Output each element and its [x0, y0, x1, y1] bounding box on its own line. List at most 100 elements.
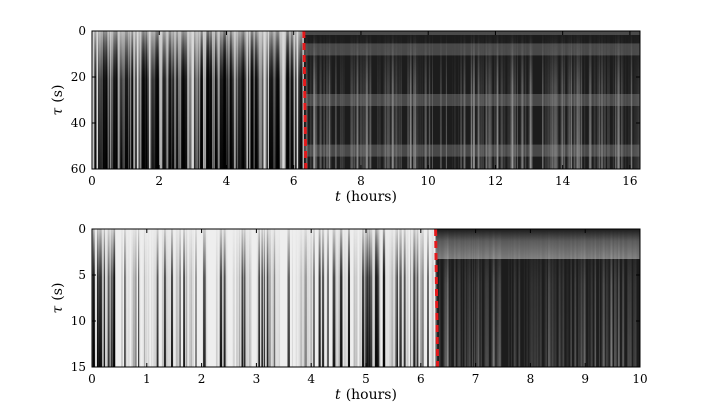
heatmap-streak: [420, 229, 422, 367]
heatmap-streak: [177, 229, 181, 367]
heatmap-streak: [145, 31, 147, 169]
heatmap-light-streak: [499, 229, 502, 367]
heatmap-light-streak: [624, 31, 627, 169]
heatmap-light-streak: [319, 31, 321, 169]
heatmap-streak: [365, 229, 368, 367]
y-tick-label: 5: [78, 268, 86, 282]
heatmap-light-streak: [581, 229, 584, 367]
heatmap-streak: [160, 31, 162, 169]
heatmap-light-streak: [566, 229, 569, 367]
heatmap-streak: [223, 229, 226, 367]
heatmap-light-streak: [638, 31, 640, 169]
heatmap-light-streak: [340, 31, 342, 169]
heatmap-streak: [192, 229, 194, 367]
x-tick-label: 16: [622, 174, 637, 188]
heatmap-light-streak: [550, 31, 553, 169]
heatmap-light-streak: [493, 229, 496, 367]
heatmap-light-streak: [544, 229, 546, 367]
y-axis-variable: τ: [50, 107, 66, 115]
heatmap-streak: [389, 229, 391, 367]
heatmap-light-streak: [330, 31, 332, 169]
heatmap-light-streak: [482, 31, 484, 169]
heatmap-streak: [171, 31, 175, 169]
heatmap-light-streak: [462, 229, 463, 367]
heatmap-light-streak: [630, 31, 632, 169]
heatmap-streak: [320, 229, 323, 367]
heatmap-streak: [102, 229, 104, 367]
heatmap-light-streak: [528, 229, 530, 367]
heatmap-streak: [205, 31, 209, 169]
heatmap-streak: [229, 31, 232, 169]
heatmap-light-band: [303, 94, 640, 106]
x-axis-unit: (hours): [346, 387, 397, 403]
heatmap-streak: [295, 229, 298, 367]
heatmap-streak: [300, 229, 303, 367]
heatmap-light-streak: [529, 31, 531, 169]
heatmap-streak: [179, 229, 181, 367]
heatmap-light-streak: [425, 31, 427, 169]
heatmap-light-streak: [623, 229, 625, 367]
heatmap-streak: [98, 31, 101, 169]
heatmap-streak: [234, 31, 236, 169]
heatmap-light-streak: [454, 31, 456, 169]
heatmap-light-streak: [584, 229, 587, 367]
heatmap-streak: [138, 229, 141, 367]
heatmap-light-streak: [449, 229, 452, 367]
heatmap-streak: [124, 31, 127, 169]
heatmap-light-streak: [526, 229, 528, 367]
heatmap-streak: [353, 229, 355, 367]
heatmap-streak: [345, 229, 348, 367]
heatmap-streak: [130, 31, 132, 169]
heatmap-light-streak: [477, 31, 479, 169]
heatmap-light-streak: [473, 229, 476, 367]
heatmap-streak: [242, 31, 246, 169]
heatmap-streak: [126, 31, 129, 169]
heatmap-streak: [202, 229, 205, 367]
heatmap-light-streak: [417, 31, 419, 169]
heatmap-streak: [203, 31, 205, 169]
heatmap-light-streak: [551, 31, 553, 169]
heatmap-light-streak: [357, 31, 359, 169]
heatmap-streak: [241, 229, 244, 367]
heatmap-light-streak: [532, 229, 534, 367]
heatmap-streak: [144, 229, 146, 367]
heatmap-light-streak: [465, 229, 467, 367]
heatmap-streak: [359, 229, 362, 367]
heatmap-streak: [266, 31, 268, 169]
heatmap-light-streak: [472, 31, 475, 169]
heatmap-streak: [105, 229, 107, 367]
heatmap-streak: [184, 31, 188, 169]
heatmap-streak: [385, 229, 388, 367]
heatmap-streak: [431, 229, 434, 367]
heatmap-streak: [112, 31, 116, 169]
heatmap-light-streak: [488, 31, 491, 169]
heatmap-light-streak: [508, 229, 510, 367]
heatmap-streak: [377, 229, 380, 367]
heatmap-light-streak: [578, 229, 580, 367]
heatmap-streak: [135, 31, 137, 169]
heatmap-streak: [308, 229, 312, 367]
heatmap-light-streak: [489, 31, 491, 169]
heatmap-streak: [405, 229, 408, 367]
heatmap-streak: [219, 229, 223, 367]
heatmap-light-streak: [575, 31, 578, 169]
x-tick-label: 4: [223, 174, 231, 188]
y-axis-unit: (s): [50, 85, 66, 103]
heatmap-light-streak: [468, 229, 470, 367]
heatmap-streak: [226, 31, 229, 169]
heatmap-light-streak: [588, 229, 590, 367]
heatmap-streak: [255, 31, 259, 169]
heatmap-light-streak: [618, 229, 620, 367]
heatmap-light-streak: [533, 229, 537, 367]
heatmap-streak: [94, 31, 96, 169]
heatmap-light-streak: [387, 31, 390, 169]
heatmap-light-streak: [369, 31, 371, 169]
heatmap-light-streak: [496, 229, 499, 367]
heatmap-light-streak: [491, 229, 492, 367]
heatmap-light-streak: [542, 31, 544, 169]
heatmap-light-streak: [350, 31, 352, 169]
heatmap-streak: [204, 229, 207, 367]
heatmap-light-streak: [383, 31, 386, 169]
heatmap-streak: [254, 31, 257, 169]
x-tick-label: 4: [307, 372, 315, 386]
